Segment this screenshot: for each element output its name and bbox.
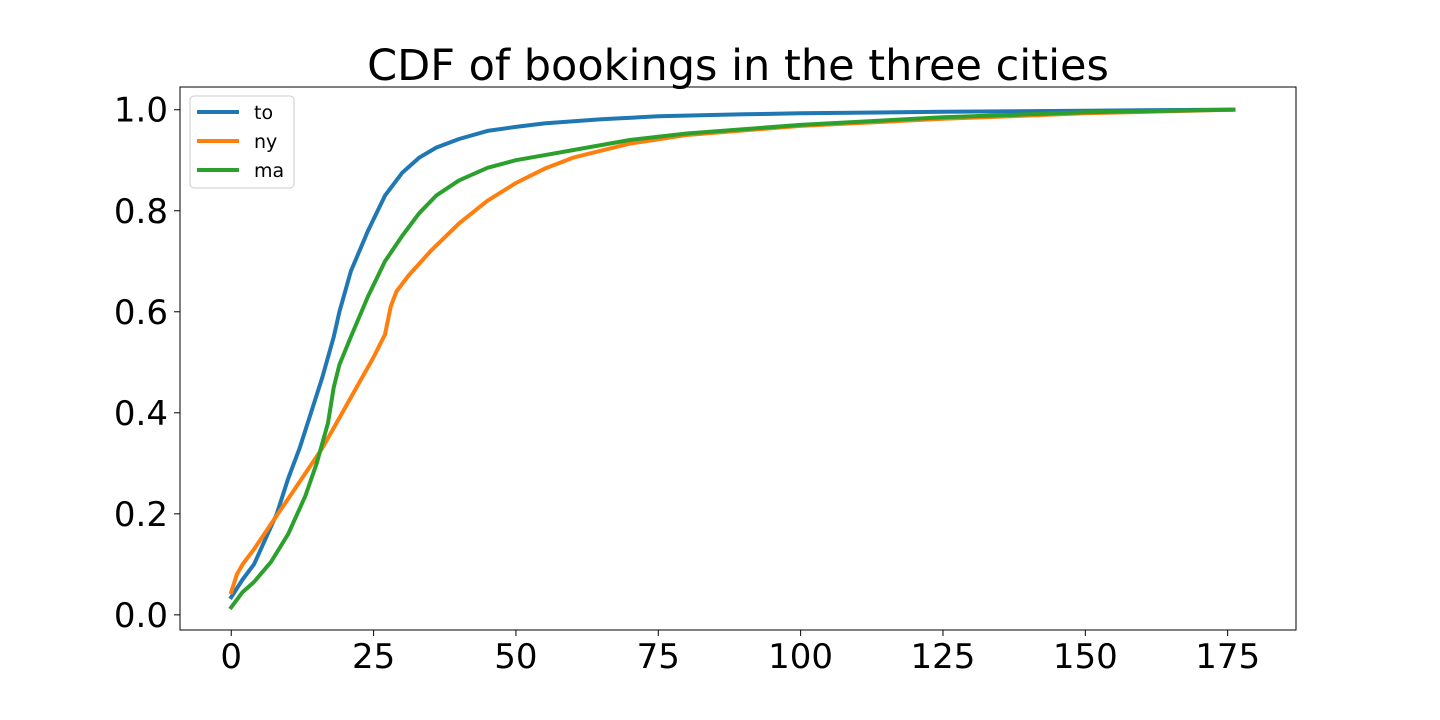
x-tick-label: 25	[352, 637, 395, 677]
chart-title: CDF of bookings in the three cities	[367, 41, 1109, 91]
y-axis: 0.0 0.2 0.4 0.6 0.8 1.0	[114, 91, 180, 636]
series-layer	[228, 107, 1236, 611]
legend-label-ny: ny	[254, 131, 277, 153]
y-tick-label: 0.0	[114, 596, 168, 636]
x-tick-label: 175	[1195, 637, 1260, 677]
x-tick-label: 75	[637, 637, 680, 677]
y-tick-label: 0.2	[114, 495, 168, 535]
y-tick-label: 0.6	[114, 293, 168, 333]
legend-label-to: to	[254, 102, 273, 124]
x-axis: 0 25 50 75 100 125 150 175	[220, 630, 1260, 677]
series-line-ma	[228, 107, 1236, 611]
series-line-to	[228, 107, 1236, 600]
x-tick-label: 125	[911, 637, 976, 677]
series-line-ny	[228, 107, 1236, 595]
x-tick-label: 100	[768, 637, 833, 677]
legend-label-ma: ma	[254, 160, 284, 182]
legend-box	[189, 95, 295, 189]
y-tick-label: 1.0	[114, 91, 168, 131]
legend: to ny ma	[189, 95, 295, 189]
x-tick-label: 0	[220, 637, 242, 677]
x-tick-label: 50	[494, 637, 537, 677]
x-tick-label: 150	[1053, 637, 1118, 677]
y-tick-label: 0.8	[114, 192, 168, 232]
y-tick-label: 0.4	[114, 394, 168, 434]
plot-area	[179, 86, 1297, 631]
